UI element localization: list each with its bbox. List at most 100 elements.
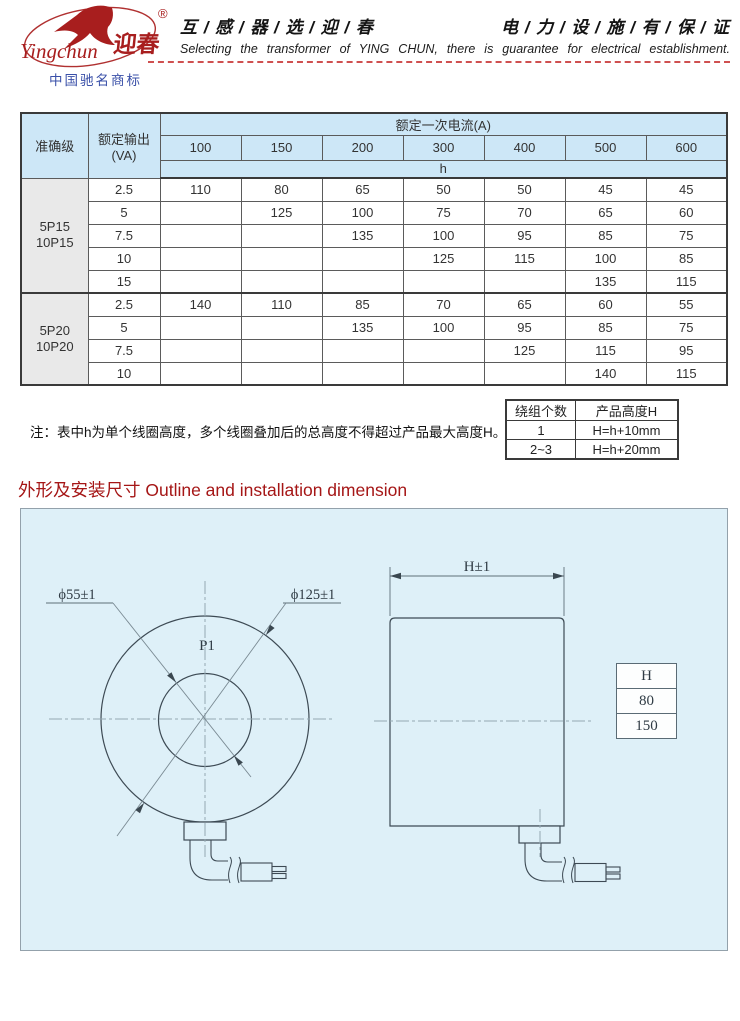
h-cell: 50 bbox=[483, 177, 566, 202]
h-cell: 45 bbox=[564, 177, 647, 202]
h-cell bbox=[159, 200, 242, 225]
col-header-output: 额定输出 (VA) bbox=[87, 112, 161, 179]
h-cell bbox=[159, 269, 242, 294]
table-row: 80 bbox=[616, 688, 677, 714]
h-cell: 85 bbox=[564, 223, 647, 248]
famous-trademark-label: 中国驰名商标 bbox=[49, 73, 142, 88]
height-cell: H=h+10mm bbox=[575, 420, 679, 440]
h-cell bbox=[240, 269, 323, 294]
h-cell bbox=[321, 246, 404, 271]
h-cell bbox=[402, 338, 485, 363]
dim-inner-diameter: ϕ55±1 bbox=[46, 587, 252, 778]
table-row: 5 135 100 95 85 75 bbox=[21, 315, 728, 340]
height-cell: H=h+20mm bbox=[575, 439, 679, 460]
inner-dim-label: ϕ55±1 bbox=[58, 587, 95, 603]
arrowhead bbox=[390, 572, 401, 580]
h-cell: 60 bbox=[645, 200, 728, 225]
table-row: 2~3 H=h+20mm bbox=[505, 439, 679, 460]
h-cell: 100 bbox=[402, 223, 485, 248]
dim-outer-diameter: ϕ125±1 bbox=[116, 587, 341, 837]
h-value-table: H 80 150 bbox=[616, 663, 677, 739]
body-rect bbox=[389, 617, 565, 827]
connector-front bbox=[240, 862, 273, 882]
va-cell: 2.5 bbox=[87, 292, 161, 317]
brand-cn-text: 迎春 bbox=[112, 31, 162, 57]
h-cell: 65 bbox=[483, 292, 566, 317]
h-cell: 50 bbox=[402, 177, 485, 202]
h-cell: 100 bbox=[402, 315, 485, 340]
current-col: 400 bbox=[483, 134, 566, 161]
va-cell: 5 bbox=[87, 315, 161, 340]
arrowhead bbox=[265, 624, 275, 636]
h-cell bbox=[240, 338, 323, 363]
table-row: 绕组个数 产品高度H bbox=[505, 399, 679, 421]
current-col: 300 bbox=[402, 134, 485, 161]
side-view bbox=[389, 617, 621, 884]
h-cell: 115 bbox=[645, 269, 728, 294]
technical-drawing: ϕ55±1 ϕ125±1 P1 bbox=[46, 559, 621, 884]
va-cell: 7.5 bbox=[87, 223, 161, 248]
h-cell: 140 bbox=[159, 292, 242, 317]
va-cell: 10 bbox=[87, 361, 161, 386]
p1-terminal-label: P1 bbox=[199, 638, 215, 654]
h-cell bbox=[321, 338, 404, 363]
h-cell bbox=[321, 361, 404, 386]
table-row: 5P20 10P20 2.5 140 110 85 70 65 60 55 bbox=[20, 292, 728, 386]
connector-pin bbox=[605, 866, 621, 873]
va-cell: 2.5 bbox=[87, 177, 161, 202]
table-row: 150 bbox=[616, 713, 677, 739]
h-cell: 45 bbox=[645, 177, 728, 202]
arrowhead bbox=[167, 672, 177, 683]
table-row: 10 140 115 bbox=[21, 361, 728, 386]
h-cell bbox=[159, 315, 242, 340]
h-cell: 70 bbox=[483, 200, 566, 225]
table-row: 10 125 115 100 85 bbox=[21, 246, 728, 271]
h-cell: 125 bbox=[402, 246, 485, 271]
h-cell: 125 bbox=[240, 200, 323, 225]
class-line: 10P20 bbox=[35, 339, 74, 354]
h-cell: 70 bbox=[402, 292, 485, 317]
accuracy-class-cell: 5P20 10P20 bbox=[20, 292, 89, 386]
h-cell: 110 bbox=[240, 292, 323, 317]
table-row: 5P15 10P15 2.5 110 80 65 50 50 45 45 bbox=[20, 177, 728, 294]
connector-pin bbox=[271, 872, 287, 880]
h-cell bbox=[159, 361, 242, 386]
h-cell: 135 bbox=[321, 315, 404, 340]
connector-side bbox=[574, 862, 607, 883]
swallow-bird-shape bbox=[54, 5, 115, 49]
h-table-header: H bbox=[616, 663, 677, 689]
class-line: 10P15 bbox=[35, 235, 74, 251]
table-row: 15 135 115 bbox=[21, 269, 728, 294]
slogan-en: Selecting the transformer of YING CHUN, … bbox=[180, 42, 730, 56]
h-cell: 140 bbox=[564, 361, 647, 386]
slogan-cn: 互 / 感 / 器 / 选 / 迎 / 春 电 / 力 / 设 / 施 / 有 … bbox=[180, 13, 730, 38]
h-cell: 85 bbox=[564, 315, 647, 340]
va-cell: 7.5 bbox=[87, 338, 161, 363]
h-cell bbox=[240, 246, 323, 271]
current-col: 600 bbox=[645, 134, 728, 161]
winding-height-table: 绕组个数 产品高度H 1 H=h+10mm 2~3 H=h+20mm bbox=[505, 399, 679, 460]
h-cell: 100 bbox=[564, 246, 647, 271]
table-row: 5 125 100 75 70 65 60 bbox=[21, 200, 728, 225]
h-row-label: h bbox=[159, 159, 728, 179]
arrowhead bbox=[135, 802, 145, 814]
arrowhead bbox=[553, 572, 564, 580]
footnote: 注：表中h为单个线圈高度，多个线圈叠加后的总高度不得超过产品最大高度H。 bbox=[30, 425, 507, 440]
h-cell bbox=[321, 269, 404, 294]
h-cell: 115 bbox=[645, 361, 728, 386]
slogan-cn-right: 电 / 力 / 设 / 施 / 有 / 保 / 证 bbox=[500, 18, 730, 37]
col-header-output-l1: 额定输出 bbox=[97, 131, 150, 147]
spec-table: 准确级 额定输出 (VA) 额定一次电流(A) 100 150 200 300 … bbox=[20, 112, 728, 386]
connector-pin bbox=[605, 873, 621, 880]
h-cell: 100 bbox=[321, 200, 404, 225]
outline-drawing-panel: ϕ55±1 ϕ125±1 P1 bbox=[20, 508, 728, 951]
table-row: 7.5 135 100 95 85 75 bbox=[21, 223, 728, 248]
h-cell: 60 bbox=[564, 292, 647, 317]
h-cell bbox=[159, 223, 242, 248]
h-cell bbox=[483, 361, 566, 386]
dim-width-H: H±1 bbox=[389, 559, 565, 616]
spec-table-head: 准确级 额定输出 (VA) 额定一次电流(A) 100 150 200 300 … bbox=[20, 112, 728, 179]
front-centerlines bbox=[49, 581, 333, 857]
cable-side bbox=[524, 843, 621, 884]
cable-front bbox=[189, 840, 287, 884]
